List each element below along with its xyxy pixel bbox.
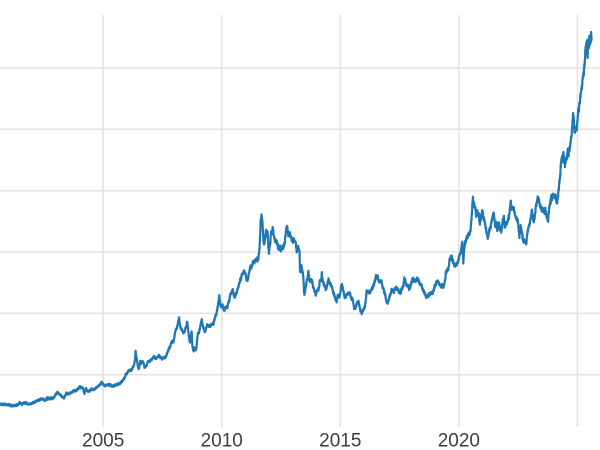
svg-text:2010: 2010 [201,431,243,450]
svg-text:2005: 2005 [82,431,124,450]
svg-text:2015: 2015 [319,431,361,450]
svg-text:2020: 2020 [438,431,480,450]
